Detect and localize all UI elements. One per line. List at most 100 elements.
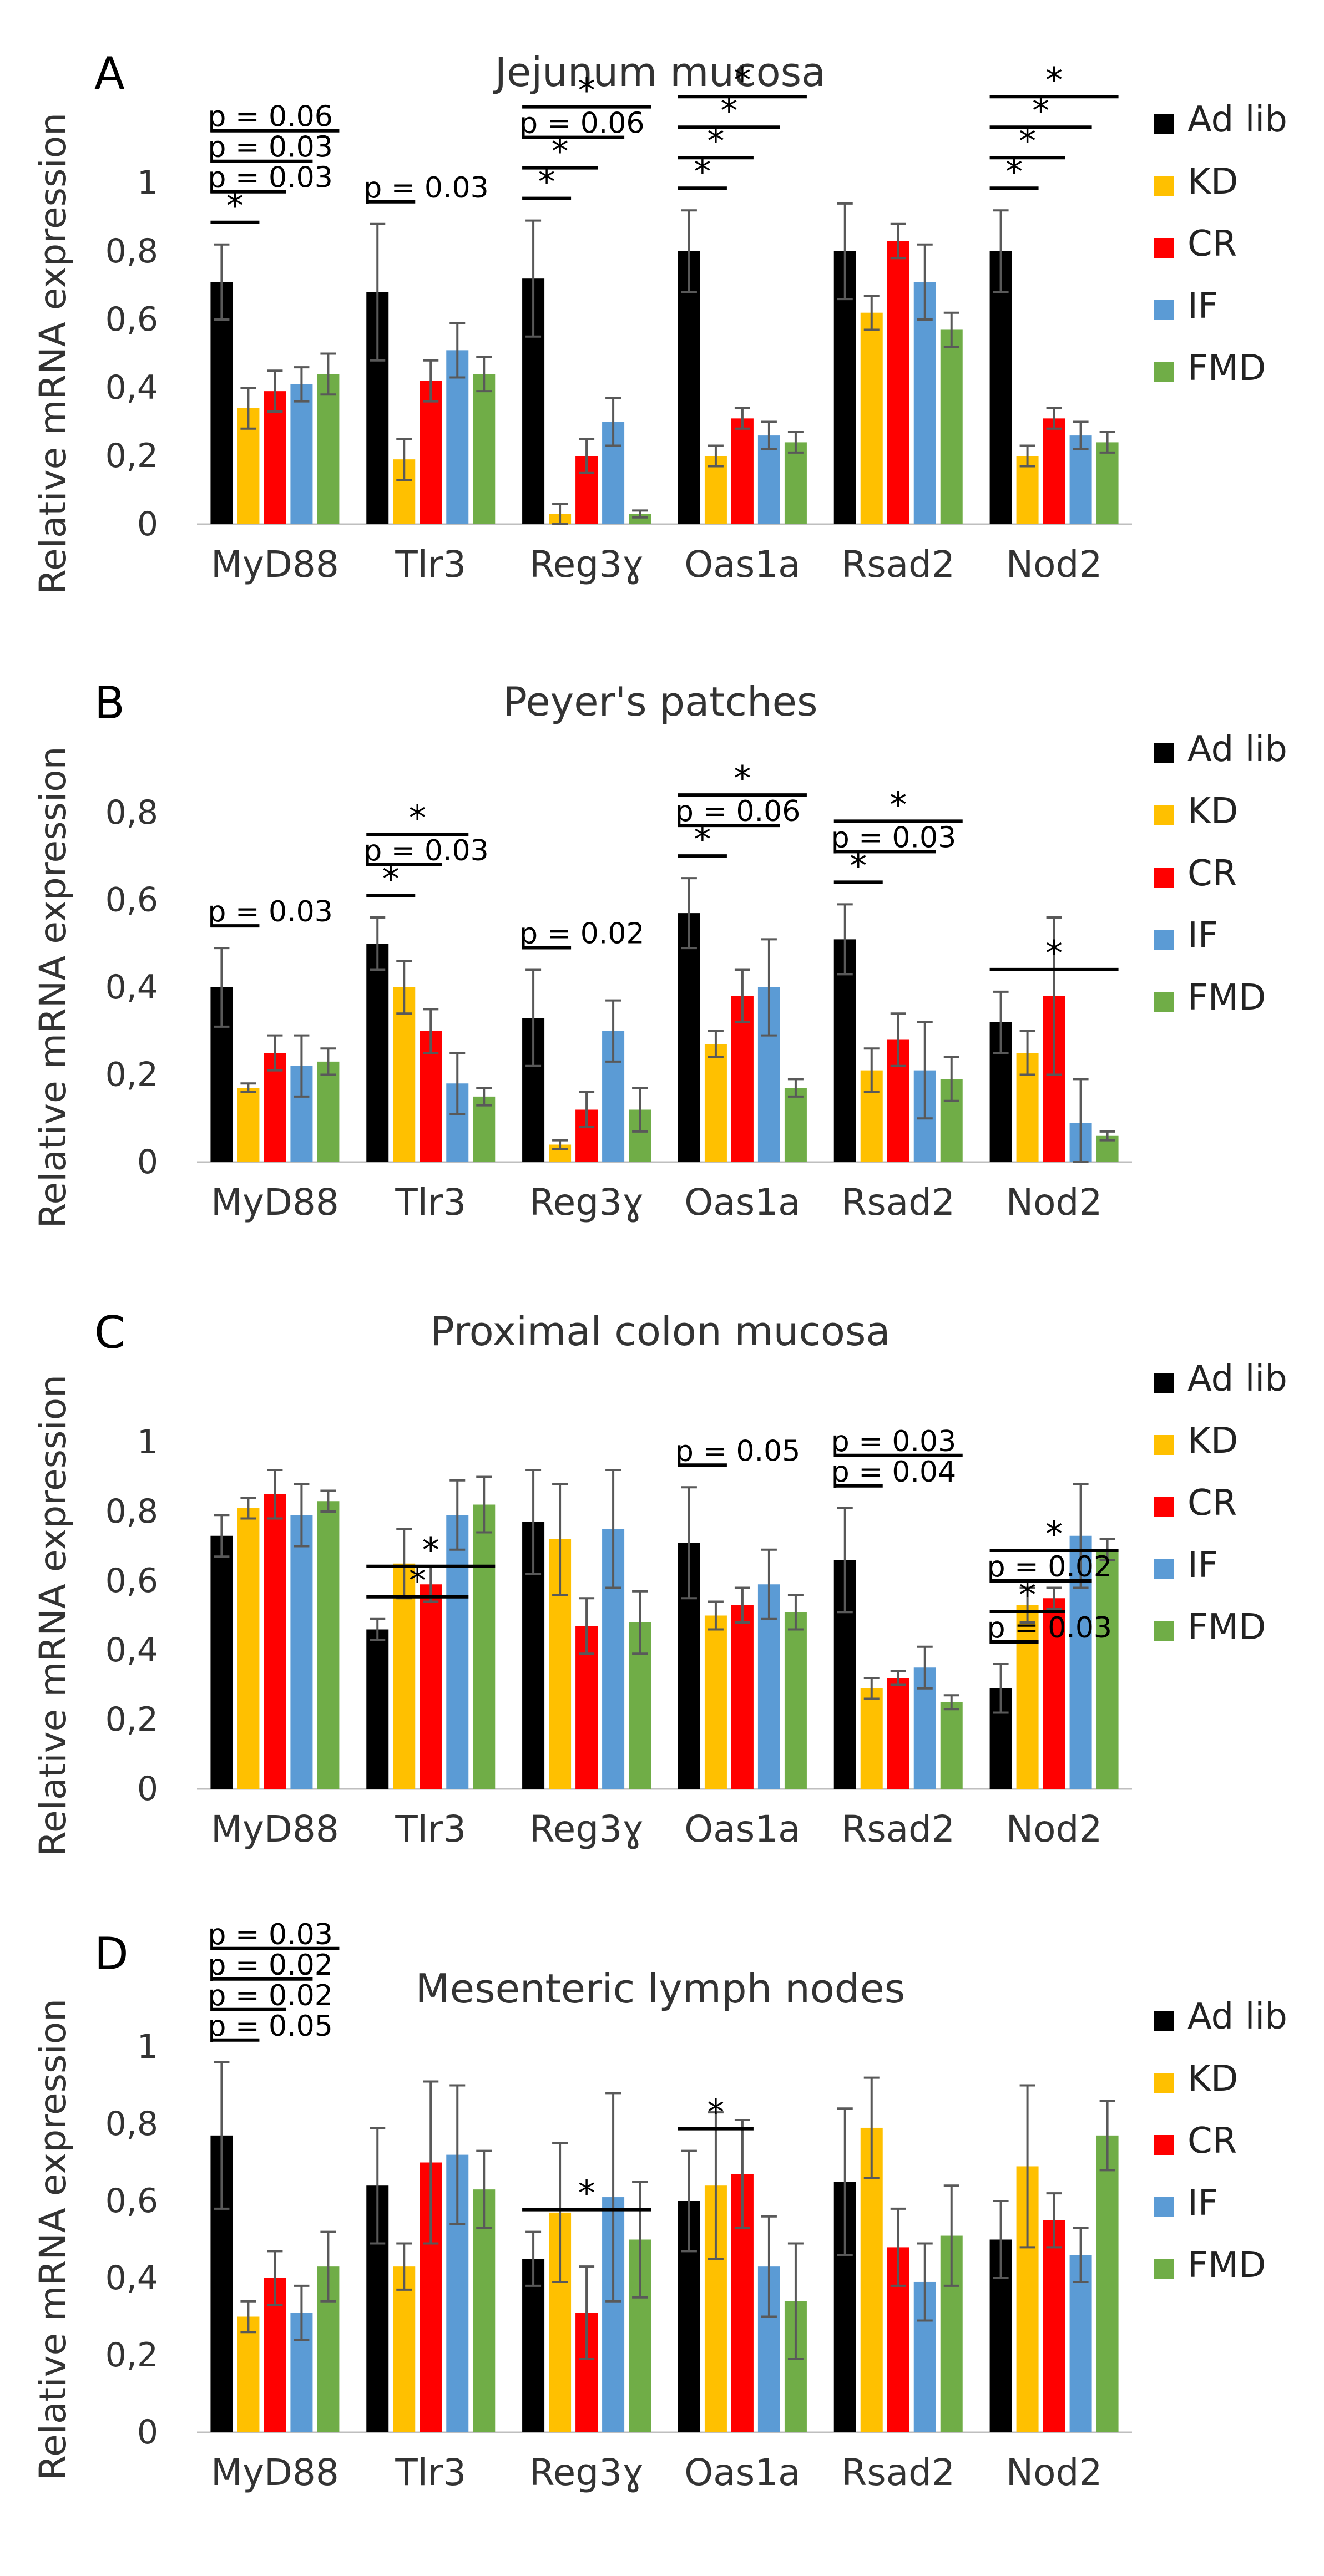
y-tick-label: 0,4 <box>105 968 158 1007</box>
legend-label: Ad lib <box>1187 1996 1287 2037</box>
y-tick-label: 0,8 <box>105 2105 158 2143</box>
bar <box>860 1688 883 1789</box>
y-axis-label: Relative mRNA expression <box>32 1375 74 1857</box>
bar <box>393 1563 416 1789</box>
bar <box>522 2259 545 2432</box>
x-tick-label: Oas1a <box>684 2451 800 2494</box>
panel-c: C Proximal colon mucosa Relative mRNA expr… <box>32 1307 1287 1857</box>
panel-letter: D <box>94 1928 129 1980</box>
bar <box>290 384 313 524</box>
bar <box>1069 435 1092 524</box>
legend-swatch <box>1154 930 1174 950</box>
panel-b: B Peyer's patches Relative mRNA expression… <box>32 677 1287 1228</box>
x-tick-label: Rsad2 <box>841 2451 955 2494</box>
bar <box>317 374 340 524</box>
legend-swatch <box>1154 238 1174 258</box>
significance-label: * <box>1045 1514 1063 1554</box>
legend-label: KD <box>1187 791 1238 832</box>
y-tick-label: 0,2 <box>105 437 158 475</box>
significance-label: p = 0.06 <box>675 795 800 828</box>
x-tick-label: Reg3ɣ <box>529 543 644 586</box>
bar <box>1043 2220 1065 2432</box>
legend-label: CR <box>1187 853 1237 894</box>
bar <box>473 2189 496 2432</box>
significance-label: * <box>578 70 595 111</box>
significance-label: p = 0.03 <box>208 895 332 929</box>
panel-letter: C <box>94 1307 125 1358</box>
significance-label: p = 0.02 <box>208 1949 332 1982</box>
legend-swatch <box>1154 114 1174 134</box>
y-tick-label: 0,4 <box>105 1631 158 1670</box>
legend-swatch <box>1154 2259 1174 2279</box>
significance-label: p = 0.02 <box>987 1550 1112 1584</box>
legend-label: CR <box>1187 224 1237 265</box>
x-tick-label: Rsad2 <box>841 1181 955 1224</box>
chart-title: Mesenteric lymph nodes <box>416 1965 906 2012</box>
legend-swatch <box>1154 2135 1174 2155</box>
legend-label: KD <box>1187 1421 1238 1462</box>
bar <box>731 418 754 524</box>
bar <box>473 374 496 524</box>
bar <box>913 282 936 524</box>
legend-label: IF <box>1187 2183 1219 2224</box>
bar <box>237 1508 260 1789</box>
significance-label: * <box>734 60 751 100</box>
significance-label: p = 0.03 <box>208 1918 332 1951</box>
legend-label: IF <box>1187 1545 1219 1586</box>
bar <box>366 944 389 1162</box>
bar <box>1043 1598 1065 1789</box>
y-axis-label: Relative mRNA expression <box>32 113 74 595</box>
legend-swatch <box>1154 868 1174 888</box>
bar <box>887 241 909 524</box>
x-tick-label: Reg3ɣ <box>529 2451 644 2494</box>
bar <box>446 1515 469 1789</box>
legend-label: Ad lib <box>1187 729 1287 770</box>
bar <box>887 1678 909 1789</box>
chart-title: Peyer's patches <box>503 678 818 725</box>
x-tick-label: Nod2 <box>1006 1181 1103 1224</box>
bar <box>210 282 233 524</box>
x-tick-label: Rsad2 <box>841 543 955 586</box>
panel-letter: A <box>94 48 125 99</box>
x-tick-label: Nod2 <box>1006 2451 1103 2494</box>
bar <box>704 1615 727 1789</box>
significance-label: * <box>734 758 751 799</box>
y-axis-label: Relative mRNA expression <box>32 1999 74 2481</box>
legend-swatch <box>1154 1435 1174 1455</box>
bar <box>704 1044 727 1162</box>
panel-letter: B <box>94 677 125 729</box>
bar <box>1016 1605 1039 1789</box>
x-tick-label: Tlr3 <box>395 1181 466 1224</box>
x-tick-label: Rsad2 <box>841 1808 955 1850</box>
legend-label: CR <box>1187 2121 1237 2162</box>
bar <box>366 1629 389 1789</box>
y-tick-label: 0,6 <box>105 881 158 920</box>
x-tick-label: Tlr3 <box>395 1808 466 1850</box>
x-tick-label: Nod2 <box>1006 1808 1103 1850</box>
y-tick-label: 0,2 <box>105 2336 158 2375</box>
x-tick-label: Oas1a <box>684 543 800 586</box>
y-tick-label: 0,2 <box>105 1056 158 1094</box>
legend-swatch <box>1154 2197 1174 2217</box>
significance-label: * <box>422 1530 439 1570</box>
y-tick-label: 0,6 <box>105 2182 158 2220</box>
legend-swatch <box>1154 2073 1174 2093</box>
bar <box>1096 2135 1119 2432</box>
bar <box>317 1061 340 1162</box>
legend-label: FMD <box>1187 977 1266 1018</box>
significance-label: p = 0.03 <box>363 834 488 868</box>
legend-label: FMD <box>1187 348 1266 389</box>
y-tick-label: 1 <box>137 1423 158 1462</box>
bar <box>1096 1549 1119 1789</box>
bar <box>784 442 807 524</box>
legend-label: IF <box>1187 915 1219 956</box>
bar <box>833 939 856 1162</box>
y-tick-label: 0 <box>137 2413 158 2452</box>
panel-d: D Mesenteric lymph nodes Relative mRNA exp… <box>32 1918 1287 2494</box>
bar <box>1069 2255 1092 2432</box>
legend-swatch <box>1154 992 1174 1012</box>
legend-swatch <box>1154 1497 1174 1517</box>
legend-swatch <box>1154 362 1174 382</box>
